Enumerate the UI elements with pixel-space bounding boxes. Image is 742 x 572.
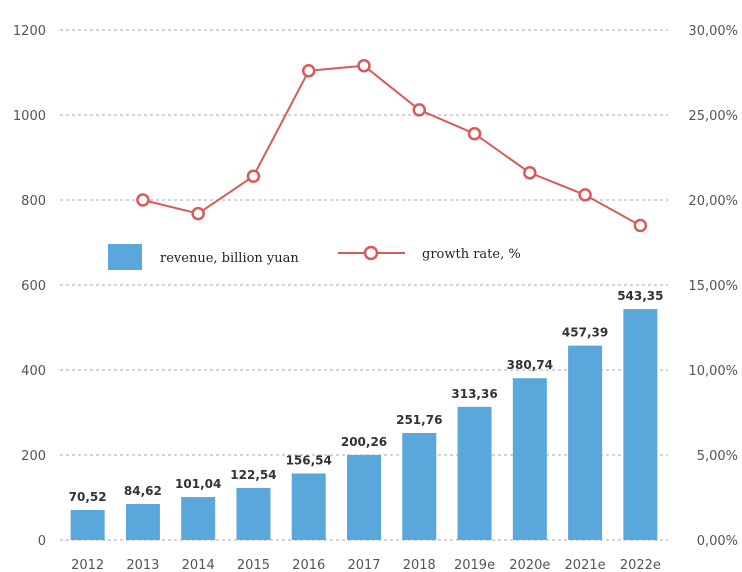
x-tick-label: 2022e: [620, 558, 661, 572]
bar: [512, 378, 547, 540]
legend: revenue, billion yuan growth rate, %: [108, 244, 521, 270]
growth-point: [633, 218, 648, 233]
bar-data-label: 101,04: [175, 477, 221, 491]
bar: [70, 510, 105, 540]
bar: [402, 433, 437, 540]
bar-data-label: 156,54: [286, 453, 332, 467]
bar-data-label: 457,39: [562, 326, 608, 340]
legend-swatch-revenue: [108, 244, 142, 270]
bar-data-label: 70,52: [69, 490, 107, 504]
legend-swatch-growth-marker: [363, 245, 379, 261]
y-left-tick-label: 0: [38, 534, 46, 549]
x-tick-label: 2016: [292, 558, 325, 572]
bar: [457, 406, 492, 540]
growth-point: [301, 64, 316, 78]
y-right-tick-label: 30,00%: [688, 24, 738, 39]
growth-point: [578, 188, 592, 202]
bar-data-label: 200,26: [341, 435, 387, 449]
gridlines: [60, 29, 668, 541]
y-left-tick-label: 200: [21, 449, 46, 464]
y-left-tick-label: 800: [21, 194, 46, 209]
bar: [623, 309, 658, 540]
y-left-tick-label: 1200: [13, 24, 46, 39]
x-tick-label: 2015: [237, 558, 270, 572]
bar-data-label: 543,35: [617, 289, 663, 303]
legend-label-revenue: revenue, billion yuan: [160, 251, 299, 266]
growth-point: [412, 103, 427, 117]
growth-point: [191, 206, 205, 221]
y-right-tick-label: 0,00%: [697, 534, 738, 549]
bar: [181, 497, 216, 540]
bar-data-label: 313,36: [451, 387, 497, 401]
bar-data-label: 380,74: [507, 358, 553, 372]
y-right-tick-label: 15,00%: [688, 279, 738, 294]
y-left-tick-label: 400: [21, 364, 46, 379]
bar: [568, 345, 603, 540]
bar: [125, 504, 160, 540]
y-axis-right: 0,00% 5,00% 10,00% 15,00% 20,00% 25,00% 30,00%: [688, 24, 738, 549]
bar: [347, 454, 381, 540]
x-tick-label: 2013: [126, 558, 159, 572]
growth-line: [142, 64, 641, 227]
y-left-tick-label: 1000: [13, 109, 46, 124]
y-right-tick-label: 25,00%: [688, 109, 738, 124]
x-tick-label: 2014: [182, 558, 215, 572]
x-tick-label: 2012: [71, 558, 104, 572]
bar-data-label: 84,62: [124, 484, 162, 498]
x-tick-label: 2019e: [454, 558, 495, 572]
growth-point: [523, 166, 537, 180]
growth-point: [246, 169, 261, 183]
x-tick-label: 2020e: [509, 558, 550, 572]
y-left-tick-label: 600: [21, 279, 46, 294]
growth-point: [136, 193, 150, 207]
bar-data-label: 251,76: [396, 413, 442, 427]
y-right-tick-label: 5,00%: [697, 449, 738, 464]
bar-data-labels: 70,52 84,62 101,04 122,54 156,54 200,26 251,76…: [69, 289, 664, 504]
bar: [291, 473, 326, 540]
x-tick-label: 2017: [347, 558, 380, 572]
y-right-tick-label: 20,00%: [688, 194, 738, 209]
bar-data-label: 122,54: [230, 468, 276, 482]
x-axis: 2012 2013 2014 2015 2016 2017 2018 2019e 2020e 20…: [71, 558, 661, 572]
growth-point: [357, 58, 371, 73]
bar: [236, 487, 271, 540]
line-series: [136, 58, 648, 233]
y-right-tick-label: 10,00%: [688, 364, 738, 379]
bar-series: [70, 309, 658, 540]
legend-label-growth: growth rate, %: [422, 247, 521, 262]
y-axis-left: 0 200 400 600 800 1000 1200: [13, 24, 46, 549]
growth-point: [467, 126, 482, 141]
x-tick-label: 2018: [403, 558, 436, 572]
x-tick-label: 2021e: [565, 558, 606, 572]
